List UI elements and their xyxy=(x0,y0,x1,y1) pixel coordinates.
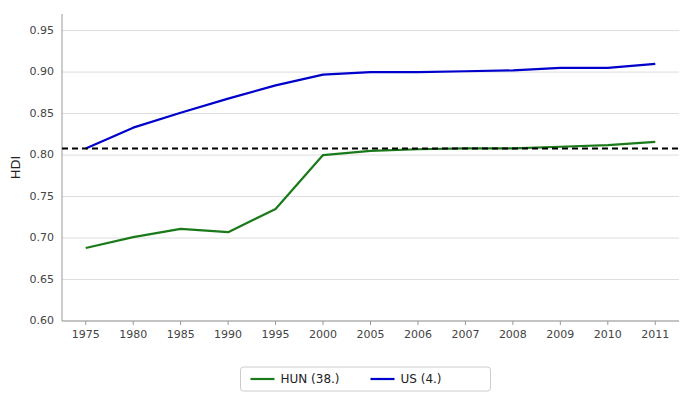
x-tick xyxy=(417,321,418,325)
x-tick-label: 2011 xyxy=(641,328,669,341)
x-tick-label: 1995 xyxy=(262,328,290,341)
x-tick xyxy=(228,321,229,325)
x-tick-label: 2010 xyxy=(594,328,622,341)
x-tick xyxy=(275,321,276,325)
x-tick xyxy=(512,321,513,325)
legend-label: US (4.) xyxy=(401,372,442,386)
x-tick-label: 1975 xyxy=(72,328,100,341)
x-tick xyxy=(655,321,656,325)
series-line xyxy=(86,142,656,248)
chart: 0.60 0.65 0.70 0.75 0.80 0.85 0.90 0.95 HDI 1975 1… xyxy=(0,0,695,403)
x-tick-label: 2007 xyxy=(451,328,479,341)
legend-swatch xyxy=(371,378,395,380)
x-tick-label: 2005 xyxy=(357,328,385,341)
legend-label: HUN (38.) xyxy=(281,372,340,386)
x-tick xyxy=(133,321,134,325)
x-tick xyxy=(607,321,608,325)
legend-swatch xyxy=(251,378,275,380)
x-tick-label: 2008 xyxy=(499,328,527,341)
y-tick-label: 0.75 xyxy=(30,190,55,203)
x-tick-label: 1985 xyxy=(167,328,195,341)
reference-line xyxy=(62,147,679,149)
x-tick-label: 2009 xyxy=(546,328,574,341)
legend: HUN (38.) US (4.) xyxy=(241,367,491,391)
y-tick-label: 0.80 xyxy=(30,148,55,161)
x-tick-label: 1990 xyxy=(214,328,242,341)
y-tick-label: 0.65 xyxy=(30,273,55,286)
x-tick xyxy=(370,321,371,325)
y-axis-label: HDI xyxy=(8,156,23,180)
y-tick-label: 0.85 xyxy=(30,107,55,120)
y-tick-label: 0.60 xyxy=(30,314,55,327)
grid-line xyxy=(62,113,679,114)
x-tick xyxy=(323,321,324,325)
grid-line xyxy=(62,196,679,197)
plot-area xyxy=(62,64,679,248)
grid-line xyxy=(62,30,679,31)
x-tick xyxy=(180,321,181,325)
series-line xyxy=(86,64,656,149)
legend-box xyxy=(241,367,491,391)
grid-line xyxy=(62,238,679,239)
x-tick xyxy=(465,321,466,325)
grid-line xyxy=(62,155,679,156)
grid-line xyxy=(62,279,679,280)
y-tick-label: 0.95 xyxy=(30,24,55,37)
y-tick-label: 0.90 xyxy=(30,65,55,78)
y-axis-line xyxy=(62,14,63,321)
x-tick-label: 2000 xyxy=(309,328,337,341)
x-tick xyxy=(85,321,86,325)
x-tick-label: 1980 xyxy=(119,328,147,341)
x-tick xyxy=(560,321,561,325)
y-tick-label: 0.70 xyxy=(30,231,55,244)
x-tick-label: 2006 xyxy=(404,328,432,341)
